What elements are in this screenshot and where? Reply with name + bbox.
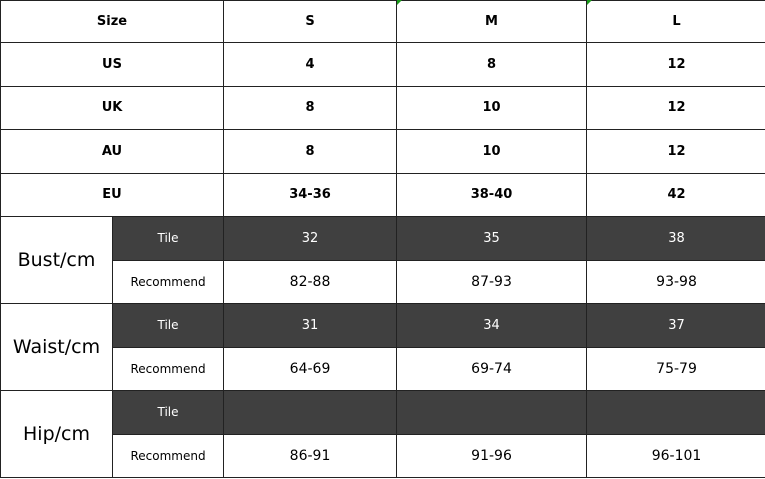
tile-value: 38 [586,216,765,261]
recommend-value: 64-69 [223,346,398,391]
tile-row: Waist/cm Tile 31 34 37 [0,303,765,391]
tile-value: 31 [223,303,398,348]
size-region-label: US [0,42,225,87]
tile-value [223,390,398,435]
recommend-value: 82-88 [223,259,398,304]
measure-label: Hip/cm [0,390,113,478]
tile-label: Tile [111,216,225,261]
measure-label: Waist/cm [0,303,113,391]
recommend-value: 87-93 [396,259,588,304]
tile-value: 37 [586,303,765,348]
size-row: UK 8 10 12 [0,85,765,130]
size-value: 4 [223,42,398,87]
size-value: 12 [586,129,765,174]
recommend-label: Recommend [111,433,225,478]
size-value: 34-36 [223,172,398,217]
size-region-label: EU [0,172,225,217]
recommend-label: Recommend [111,259,225,304]
tile-label: Tile [111,390,225,435]
recommend-value: 91-96 [396,433,588,478]
recommend-value: 93-98 [586,259,765,304]
header-s: S [223,0,398,43]
tile-row: Bust/cm Tile 32 35 38 [0,216,765,304]
recommend-value: 96-101 [586,433,765,478]
tile-value [586,390,765,435]
measure-label: Bust/cm [0,216,113,304]
recommend-row: Recommend 82-88 87-93 93-98 [1,259,765,304]
size-region-label: AU [0,129,225,174]
recommend-label: Recommend [111,346,225,391]
header-l: L [586,0,765,43]
size-value: 12 [586,42,765,87]
header-row: Size S M L [0,0,765,43]
recommend-row: Recommend 64-69 69-74 75-79 [1,346,765,391]
recommend-value: 86-91 [223,433,398,478]
size-value: 12 [586,85,765,130]
size-row: EU 34-36 38-40 42 [0,172,765,217]
size-value: 10 [396,129,588,174]
size-row: US 4 8 12 [0,42,765,87]
size-value: 8 [396,42,588,87]
corner-mark [397,0,402,5]
size-value: 42 [586,172,765,217]
tile-row: Hip/cm Tile [0,390,765,478]
size-row: AU 8 10 12 [0,129,765,174]
size-value: 10 [396,85,588,130]
header-size: Size [0,0,225,43]
tile-label: Tile [111,303,225,348]
size-value: 8 [223,85,398,130]
size-region-label: UK [0,85,225,130]
size-value: 38-40 [396,172,588,217]
recommend-value: 69-74 [396,346,588,391]
recommend-row: Recommend 86-91 91-96 96-101 [1,433,765,478]
tile-value: 35 [396,216,588,261]
corner-mark [587,0,592,5]
recommend-value: 75-79 [586,346,765,391]
header-m: M [396,0,588,43]
size-value: 8 [223,129,398,174]
tile-value: 34 [396,303,588,348]
tile-value: 32 [223,216,398,261]
tile-value [396,390,588,435]
